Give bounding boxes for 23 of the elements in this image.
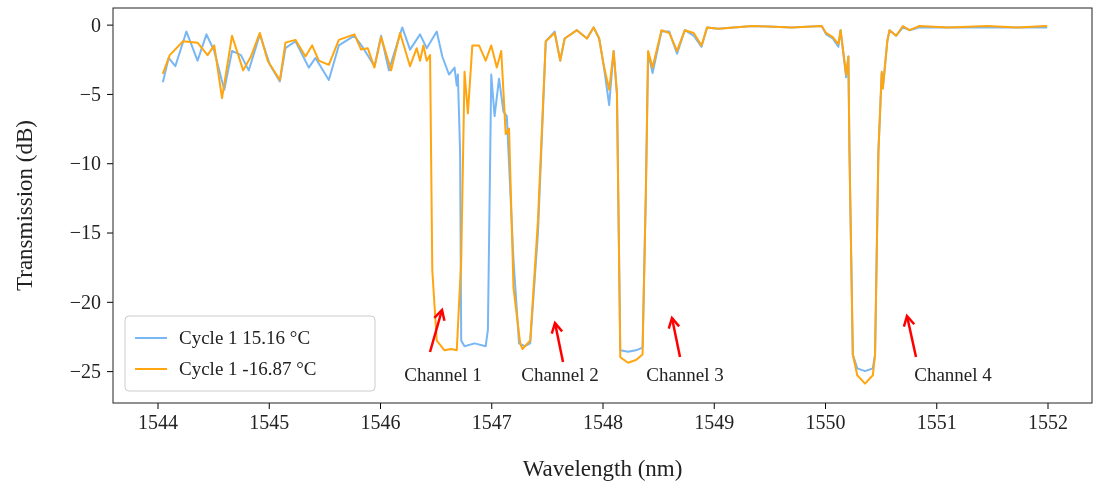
y-tick-label: −5	[79, 82, 101, 105]
annotation: Channel 3	[646, 364, 724, 385]
annotation: Channel 4	[914, 364, 993, 385]
x-tick-label: 1551	[916, 411, 957, 434]
x-tick-label: 1550	[805, 411, 846, 434]
legend-label: Cycle 1 -16.87 °C	[179, 358, 317, 379]
y-axis-title: Transmission (dB)	[12, 119, 37, 292]
x-tick-label: 1546	[360, 411, 401, 434]
x-tick-label: 1548	[583, 411, 623, 434]
x-tick-label: 1547	[471, 411, 512, 434]
x-axis-title: Wavelength (nm)	[522, 456, 683, 481]
y-tick-label: 0	[91, 13, 101, 36]
legend-label: Cycle 1 15.16 °C	[179, 327, 311, 348]
y-tick-label: −10	[69, 152, 101, 175]
y-tick-label: −15	[69, 221, 101, 244]
y-tick-label: −25	[69, 360, 101, 383]
x-tick-label: 1544	[138, 411, 178, 434]
y-tick-label: −20	[69, 290, 101, 313]
x-tick-label: 1549	[694, 411, 735, 434]
annotation: Channel 2	[521, 364, 599, 385]
x-tick-label: 1545	[249, 411, 290, 434]
annotation: Channel 1	[404, 364, 482, 385]
x-tick-label: 1552	[1028, 411, 1068, 434]
